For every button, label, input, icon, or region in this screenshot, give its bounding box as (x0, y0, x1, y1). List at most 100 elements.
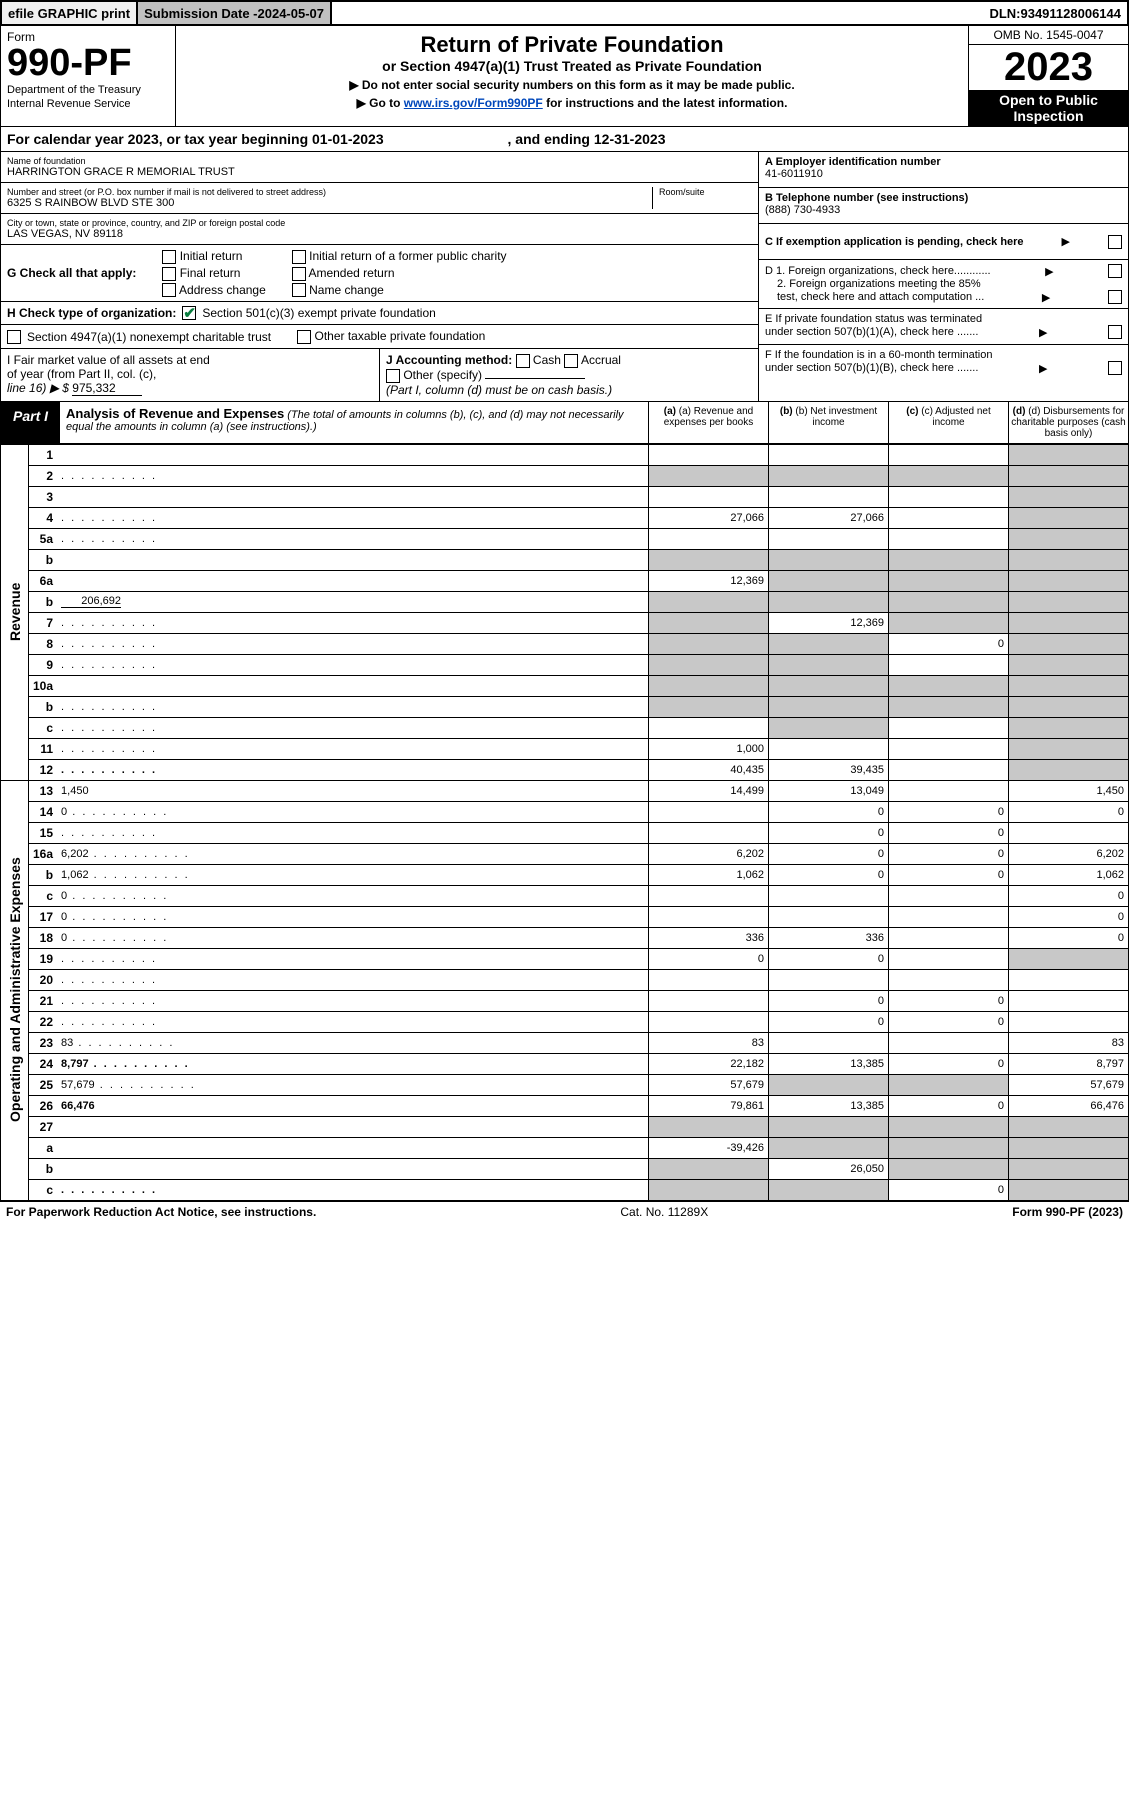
cell-d: 0 (1009, 801, 1129, 822)
cell-a: 40,435 (649, 759, 769, 780)
line-desc: 8,797 (57, 1053, 648, 1074)
form-number: 990-PF (7, 44, 169, 82)
checkbox-accrual[interactable] (564, 354, 578, 368)
line-desc: 0 (57, 885, 648, 906)
checkbox-cash[interactable] (516, 354, 530, 368)
checkbox-address[interactable] (162, 283, 176, 297)
cell-b: 39,435 (769, 759, 889, 780)
checkbox-f[interactable] (1108, 361, 1122, 375)
checkbox-501c3[interactable] (182, 306, 196, 320)
cell-b: 0 (769, 843, 889, 864)
table-row: a-39,426 (1, 1137, 1129, 1158)
line-number: b (29, 591, 58, 612)
c-cell: C If exemption application is pending, c… (759, 224, 1128, 260)
checkbox-amended[interactable] (292, 267, 306, 281)
table-row: 427,06627,066 (1, 507, 1129, 528)
c-label: C If exemption application is pending, c… (765, 236, 1024, 248)
line-number: 26 (29, 1095, 58, 1116)
line-desc (57, 675, 648, 696)
cell-c (889, 549, 1009, 570)
cell-d (1009, 612, 1129, 633)
foundation-name-cell: Name of foundation HARRINGTON GRACE R ME… (1, 152, 758, 183)
cell-b (769, 591, 889, 612)
cell-b (769, 1116, 889, 1137)
checkbox-initial-former[interactable] (292, 250, 306, 264)
irs-link[interactable]: www.irs.gov/Form990PF (404, 96, 543, 110)
cell-d (1009, 948, 1129, 969)
note-link: ▶ Go to www.irs.gov/Form990PF for instru… (182, 96, 962, 110)
cell-b: 0 (769, 864, 889, 885)
foundation-name: HARRINGTON GRACE R MEMORIAL TRUST (7, 166, 752, 178)
cell-c (889, 675, 1009, 696)
e1: E If private foundation status was termi… (765, 313, 1122, 325)
dept-irs: Internal Revenue Service (7, 98, 169, 110)
sub-date-label: Submission Date - (144, 6, 257, 21)
table-row: c0 (1, 1179, 1129, 1200)
cell-c (889, 528, 1009, 549)
cell-b: 13,385 (769, 1095, 889, 1116)
cell-b (769, 696, 889, 717)
part1-title: Analysis of Revenue and Expenses (66, 406, 284, 421)
i-line2: of year (from Part II, col. (c), (7, 367, 373, 381)
cell-c (889, 444, 1009, 465)
table-row: 1803363360 (1, 927, 1129, 948)
street-address: 6325 S RAINBOW BLVD STE 300 (7, 197, 652, 209)
cell-a (649, 717, 769, 738)
cell-b (769, 1032, 889, 1053)
cell-a: 0 (649, 948, 769, 969)
line-desc (57, 696, 648, 717)
cell-c (889, 1074, 1009, 1095)
tax-year: 2023 (969, 45, 1128, 90)
checkbox-e[interactable] (1108, 325, 1122, 339)
part1-label: Part I (1, 402, 60, 443)
sidebar-revenue: Revenue (1, 444, 29, 780)
checkbox-c[interactable] (1108, 235, 1122, 249)
cell-d (1009, 1011, 1129, 1032)
d2a: 2. Foreign organizations meeting the 85% (777, 278, 981, 290)
checkbox-other-method[interactable] (386, 369, 400, 383)
line-desc (57, 1179, 648, 1200)
checkbox-4947[interactable] (7, 330, 21, 344)
cell-c (889, 696, 1009, 717)
line-desc: 0 (57, 801, 648, 822)
city-label: City or town, state or province, country… (7, 218, 752, 228)
cell-b: 13,385 (769, 1053, 889, 1074)
checkbox-d1[interactable] (1108, 264, 1122, 278)
checkbox-other-tax[interactable] (297, 330, 311, 344)
ein-value: 41-6011910 (765, 168, 1122, 180)
ein-label: A Employer identification number (765, 156, 941, 168)
footer-mid: Cat. No. 11289X (620, 1205, 708, 1219)
cell-b (769, 1074, 889, 1095)
cell-a (649, 444, 769, 465)
line-desc (57, 1158, 648, 1179)
h-opt3: Other taxable private foundation (314, 329, 485, 343)
cell-a (649, 1011, 769, 1032)
cell-b (769, 465, 889, 486)
checkbox-name-change[interactable] (292, 283, 306, 297)
table-row: Operating and Administrative Expenses131… (1, 780, 1129, 801)
cell-c: 0 (889, 843, 1009, 864)
top-bar: efile GRAPHIC print Submission Date - 20… (0, 0, 1129, 26)
i-line3: line 16) ▶ $ (7, 381, 69, 395)
cell-d (1009, 1158, 1129, 1179)
g-opt-amended: Amended return (308, 266, 394, 280)
checkbox-final[interactable] (162, 267, 176, 281)
line-number: 9 (29, 654, 58, 675)
cell-d (1009, 633, 1129, 654)
line-desc: 0 (57, 906, 648, 927)
cell-b: 0 (769, 1011, 889, 1032)
cell-b (769, 906, 889, 927)
checkbox-initial[interactable] (162, 250, 176, 264)
table-row: 6a12,369 (1, 570, 1129, 591)
cell-a (649, 696, 769, 717)
table-row: 27 (1, 1116, 1129, 1137)
i-j-row: I Fair market value of all assets at end… (1, 349, 758, 401)
cell-c (889, 969, 1009, 990)
table-row: b (1, 549, 1129, 570)
checkbox-d2[interactable] (1108, 290, 1122, 304)
form-subtitle: or Section 4947(a)(1) Trust Treated as P… (182, 58, 962, 74)
footer-left: For Paperwork Reduction Act Notice, see … (6, 1205, 316, 1219)
table-row: 3 (1, 486, 1129, 507)
line-desc (57, 570, 648, 591)
city-cell: City or town, state or province, country… (1, 214, 758, 245)
